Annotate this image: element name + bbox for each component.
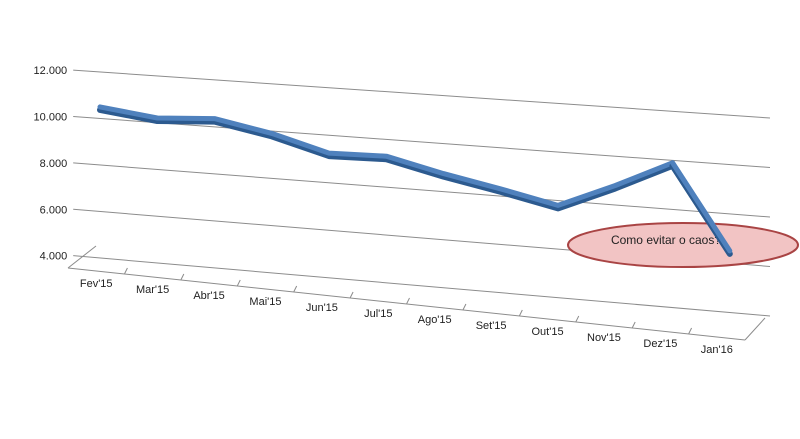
series-line-shadow <box>97 106 733 257</box>
y-tick-label: 6.000 <box>40 204 68 216</box>
x-tick-label: Jun'15 <box>306 302 338 314</box>
gridlines <box>73 69 771 317</box>
x-tick-mark <box>575 315 580 323</box>
x-tick-label: Out'15 <box>532 326 564 338</box>
gridline <box>73 69 771 119</box>
callout: Como evitar o caos? <box>567 160 799 268</box>
y-tick-label: 10.000 <box>34 112 68 124</box>
x-axis-ticks: Fev'15 Mar'15 Abr'15 Mai'15 Jun'15 Jul'15 Ago'… <box>80 267 733 356</box>
x-tick-mark <box>518 309 523 317</box>
x-tick-mark <box>688 327 693 335</box>
gridline <box>73 162 771 218</box>
series-line-main <box>97 104 733 254</box>
x-axis-side <box>744 317 766 341</box>
x-tick-mark <box>123 267 128 275</box>
x-tick-label: Nov'15 <box>587 332 621 344</box>
y-tick-label: 8.000 <box>40 158 68 170</box>
y-axis-ticks: 4.000 6.000 8.000 10.000 12.000 <box>34 65 68 263</box>
x-tick-label: Fev'15 <box>80 278 113 290</box>
x-tick-mark <box>406 297 410 305</box>
x-tick-label: Abr'15 <box>193 290 224 302</box>
x-tick-mark <box>293 285 298 293</box>
series-tail <box>670 160 733 254</box>
y-tick-label: 12.000 <box>34 65 68 77</box>
callout-ellipse <box>567 222 799 268</box>
x-tick-mark <box>631 321 636 329</box>
callout-label: Como evitar o caos? <box>611 233 721 247</box>
x-tick-label: Jul'15 <box>364 308 392 320</box>
x-tick-mark <box>462 303 467 311</box>
x-tick-mark <box>180 273 185 281</box>
x-axis-side-left <box>67 245 97 269</box>
x-tick-mark <box>236 279 241 287</box>
x-tick-mark <box>349 291 354 299</box>
series-line <box>97 104 733 257</box>
x-tick-label: Set'15 <box>476 320 507 332</box>
x-tick-label: Jan'16 <box>701 344 733 356</box>
x-tick-label: Mai'15 <box>249 296 281 308</box>
gridline <box>73 255 771 317</box>
x-tick-label: Dez'15 <box>643 338 677 350</box>
x-tick-label: Mar'15 <box>136 284 169 296</box>
gridline <box>73 116 771 168</box>
x-tick-label: Ago'15 <box>418 314 452 326</box>
y-tick-label: 4.000 <box>40 251 68 263</box>
